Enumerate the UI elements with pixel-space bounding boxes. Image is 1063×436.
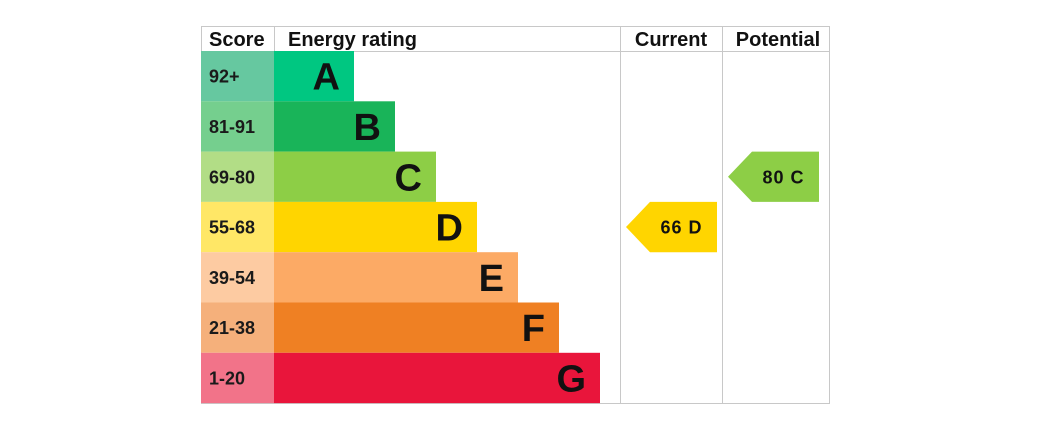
- score-cell-e: [201, 252, 274, 303]
- band-letter-c: C: [395, 157, 422, 199]
- score-label-b: 81-91: [209, 117, 255, 137]
- header-energy-rating: Energy rating: [288, 29, 417, 51]
- band-letter-f: F: [522, 308, 545, 350]
- band-bar-b: [274, 101, 395, 152]
- rating-arrows: 66 D 80 C: [626, 151, 819, 253]
- potential-rating-label: 80 C: [762, 167, 804, 187]
- band-bar-d: [274, 201, 477, 253]
- band-bar-c: [274, 151, 436, 202]
- score-label-d: 55-68: [209, 218, 255, 238]
- score-cell-c: [201, 151, 274, 202]
- score-label-c: 69-80: [209, 167, 255, 187]
- rating-bands: 92+ A 81-91 B 69-80 C 55-68 D 39-54 E 21-38 F 1-20 G: [201, 51, 600, 404]
- header-potential: Potential: [736, 29, 820, 51]
- score-cell-d: [201, 201, 274, 253]
- score-label-e: 39-54: [209, 268, 255, 288]
- band-bar-g: [274, 352, 600, 404]
- header-current: Current: [635, 29, 708, 51]
- band-bar-e: [274, 252, 518, 303]
- band-letter-a: A: [313, 57, 340, 99]
- band-letter-e: E: [479, 258, 504, 300]
- band-letter-d: D: [436, 208, 463, 250]
- current-arrow: [626, 201, 717, 253]
- band-bar-a: [274, 51, 354, 102]
- score-cell-a: [201, 51, 274, 102]
- score-cell-g: [201, 352, 274, 404]
- band-letter-g: G: [556, 358, 586, 400]
- potential-arrow: [728, 151, 819, 202]
- score-label-f: 21-38: [209, 318, 255, 338]
- score-label-a: 92+: [209, 67, 240, 87]
- band-bar-f: [274, 302, 559, 353]
- score-cell-b: [201, 101, 274, 152]
- header-score: Score: [209, 29, 265, 51]
- score-label-g: 1-20: [209, 368, 245, 388]
- current-rating-label: 66 D: [660, 218, 702, 238]
- score-cell-f: [201, 302, 274, 353]
- band-letter-b: B: [354, 107, 381, 149]
